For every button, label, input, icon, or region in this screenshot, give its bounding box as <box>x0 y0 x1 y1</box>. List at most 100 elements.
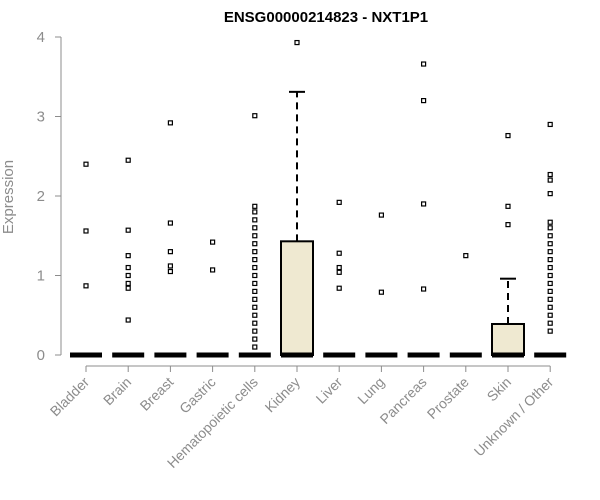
outlier-point <box>547 225 553 231</box>
outlier-point <box>421 286 427 292</box>
outlier-point <box>547 233 553 239</box>
outlier-point <box>421 201 427 207</box>
outlier-point <box>547 219 553 225</box>
outlier-point <box>336 269 342 275</box>
outlier-point <box>547 257 553 263</box>
outlier-point <box>336 250 342 256</box>
x-tick-label: Lung <box>354 374 387 407</box>
outlier-point <box>167 249 173 255</box>
outlier-point <box>252 203 258 209</box>
outlier-point <box>167 263 173 269</box>
box-group <box>238 113 271 358</box>
outlier-point <box>252 320 258 326</box>
outlier-point <box>252 241 258 247</box>
chart-title: ENSG00000214823 - NXT1P1 <box>224 9 428 26</box>
outlier-point <box>463 253 469 259</box>
outlier-point <box>252 272 258 279</box>
box-group <box>112 157 145 358</box>
outlier-point <box>547 320 553 326</box>
outlier-point <box>125 285 131 291</box>
outlier-point <box>547 121 553 128</box>
outlier-point <box>547 296 553 302</box>
box-group <box>407 61 440 358</box>
outlier-point <box>252 304 258 310</box>
outlier-point <box>83 228 89 234</box>
x-tick-label: Prostate <box>424 374 472 422</box>
x-tick-label: Kidney <box>262 374 304 416</box>
outlier-point <box>547 280 553 287</box>
outlier-point <box>547 288 553 294</box>
outlier-point <box>336 264 342 271</box>
x-tick-label: Skin <box>484 374 515 405</box>
outlier-point <box>252 225 258 231</box>
box <box>280 240 314 356</box>
outlier-point <box>547 272 553 279</box>
y-tick-label: 3 <box>37 109 45 126</box>
outlier-point <box>252 296 258 302</box>
outlier-point <box>547 177 553 183</box>
outlier-point <box>167 220 173 226</box>
outlier-point <box>210 239 216 245</box>
outlier-point <box>252 113 258 119</box>
outlier-point <box>336 285 342 291</box>
outlier-point <box>252 312 258 318</box>
outlier-point <box>125 272 131 279</box>
outlier-point <box>547 249 553 255</box>
outlier-point <box>83 161 89 167</box>
outlier-point <box>547 241 553 247</box>
y-tick-label: 4 <box>37 29 45 46</box>
x-tick-label: Liver <box>313 374 346 407</box>
outlier-point <box>505 203 511 209</box>
x-tick-label: Breast <box>137 374 177 414</box>
outlier-point <box>252 217 258 223</box>
box-group <box>154 120 187 358</box>
outlier-point <box>125 317 131 323</box>
outlier-point <box>210 267 216 273</box>
outlier-point <box>421 97 427 104</box>
outlier-point <box>125 253 131 259</box>
box-group <box>491 132 525 358</box>
outlier-point <box>547 171 553 178</box>
y-axis: 0 1 2 3 4 <box>37 29 62 364</box>
box <box>491 322 525 356</box>
outlier-point <box>547 264 553 271</box>
outlier-point <box>547 328 553 334</box>
outlier-point <box>167 268 173 275</box>
outlier-point <box>252 280 258 287</box>
y-tick-label: 2 <box>37 188 45 205</box>
outlier-point <box>125 157 131 163</box>
box-group <box>280 39 314 358</box>
outlier-point <box>125 280 131 287</box>
outlier-point <box>167 120 173 126</box>
box-group <box>449 253 482 358</box>
outlier-point <box>252 233 258 239</box>
outlier-point <box>505 132 511 139</box>
outlier-point <box>252 249 258 255</box>
outlier-point <box>421 61 427 67</box>
outlier-point <box>547 304 553 310</box>
y-tick-label: 0 <box>37 347 45 364</box>
outlier-point <box>294 39 300 46</box>
box-group <box>196 239 229 358</box>
outlier-point <box>547 312 553 318</box>
outlier-point <box>125 227 131 233</box>
outlier-point <box>252 209 258 215</box>
outlier-point <box>547 191 553 197</box>
box-group <box>323 199 356 358</box>
outlier-point <box>125 264 131 271</box>
outlier-point <box>252 264 258 271</box>
x-tick-label: Bladder <box>47 374 93 420</box>
plot-area <box>70 39 567 358</box>
box-group <box>365 212 398 358</box>
outlier-point <box>252 336 258 342</box>
outlier-point <box>252 288 258 294</box>
box-group <box>70 161 102 358</box>
outlier-point <box>378 289 384 295</box>
outlier-point <box>336 199 342 205</box>
x-tick-label: Brain <box>100 374 134 408</box>
outlier-point <box>505 222 511 228</box>
x-tick-label: Unknown / Other <box>471 374 557 460</box>
x-tick-label: Pancreas <box>377 374 430 427</box>
